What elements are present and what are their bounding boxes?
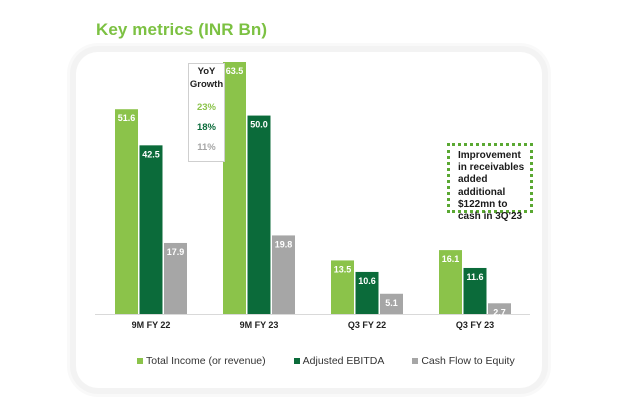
bar-cash-flow-1	[272, 235, 295, 314]
data-label: 63.5	[226, 66, 244, 76]
receivables-note: Improvement in receivables added additio…	[447, 143, 533, 222]
bar-total-income-3	[439, 250, 462, 314]
legend-label: Adjusted EBITDA	[302, 355, 385, 367]
category-label: Q3 FY 23	[456, 320, 494, 330]
legend-label: Total Income (or revenue)	[146, 355, 266, 367]
yoy-heading-line2: Growth	[189, 79, 224, 90]
legend-item-adjusted-ebitda: Adjusted EBITDA	[293, 355, 385, 367]
yoy-cash-flow: 11%	[197, 142, 216, 153]
bar-cash-flow-0	[164, 242, 187, 314]
legend-label: Cash Flow to Equity	[421, 355, 515, 367]
data-label: 10.6	[358, 276, 376, 286]
data-label: 42.5	[142, 149, 160, 159]
note-line: cash in 3Q'23	[458, 211, 523, 223]
legend-swatch-adjusted-ebitda	[293, 358, 300, 364]
yoy-total-income: 23%	[196, 102, 216, 113]
category-label: 9M FY 23	[240, 320, 279, 330]
page-title: Key metrics (INR Bn)	[96, 20, 268, 39]
bar-adjusted-ebitda-0	[139, 145, 163, 314]
bar-adjusted-ebitda-3	[463, 267, 487, 314]
bar-total-income-2	[331, 260, 354, 314]
legend-item-total-income: Total Income (or revenue)	[137, 355, 266, 367]
bar-total-income-0	[115, 109, 138, 315]
data-label: 13.5	[334, 264, 352, 274]
note-line: added	[458, 174, 488, 186]
yoy-adjusted-ebitda: 18%	[196, 122, 216, 133]
legend-swatch-cash-flow	[412, 358, 419, 364]
data-label: 11.6	[466, 272, 483, 282]
data-label: 19.8	[275, 239, 293, 249]
data-label: 17.9	[167, 247, 185, 257]
data-label: 2.7	[493, 307, 506, 317]
category-label: 9M FY 22	[132, 320, 171, 330]
legend-swatch-total-income	[137, 358, 143, 364]
category-label: Q3 FY 22	[348, 320, 386, 330]
note-line: Improvement	[458, 150, 521, 161]
data-label: 51.6	[118, 113, 136, 123]
bar-total-income-1	[223, 62, 246, 314]
bar-adjusted-ebitda-2	[355, 271, 379, 314]
bar-adjusted-ebitda-1	[247, 115, 271, 315]
yoy-heading-line1: YoY	[197, 66, 216, 77]
data-label: 5.1	[385, 298, 398, 308]
note-line: additional	[458, 186, 506, 198]
legend-item-cash-flow: Cash Flow to Equity	[412, 355, 515, 367]
data-label: 50.0	[250, 120, 268, 130]
yoy-growth-box: YoY Growth 23% 18% 11%	[188, 63, 225, 162]
bar-cash-flow-3	[488, 303, 511, 314]
note-line: in receivables	[458, 162, 525, 174]
chart-legend: Total Income (or revenue) Adjusted EBITD…	[137, 355, 543, 367]
data-label: 16.1	[442, 254, 460, 264]
bars-group: 51.6 63.5 13.5 16.1 42.5 50.0 10.6 11.6 17.9 19.8…	[115, 62, 511, 317]
note-line: $122mn to	[458, 198, 508, 210]
category-labels: 9M FY 22 9M FY 23 Q3 FY 22 Q3 FY 23	[132, 320, 495, 330]
bar-cash-flow-2	[380, 293, 403, 314]
